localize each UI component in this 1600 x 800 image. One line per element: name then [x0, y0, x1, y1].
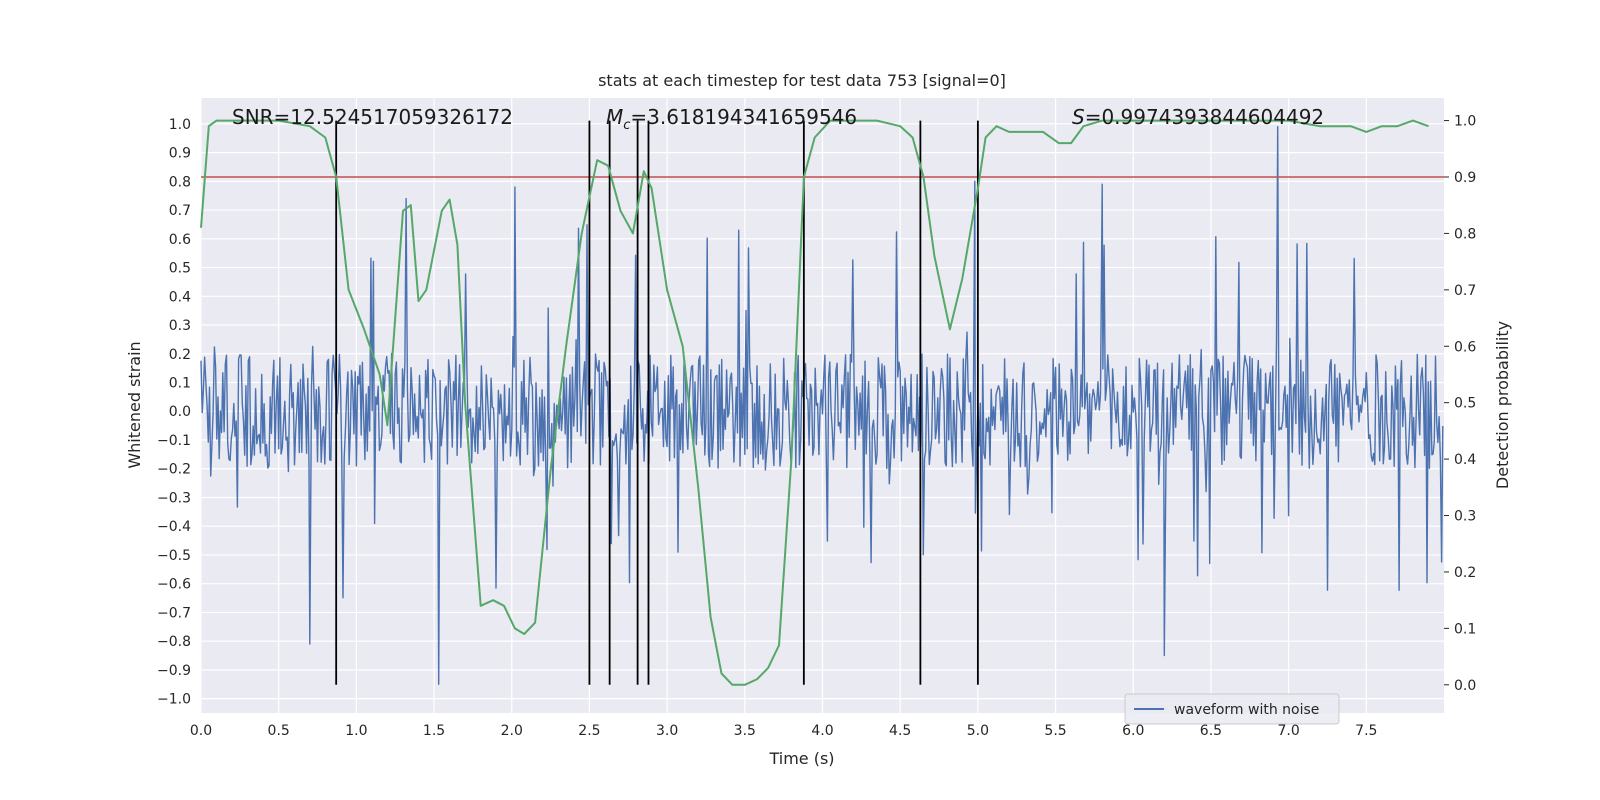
score-annotation: S=0.9974393844604492 — [1072, 105, 1324, 129]
chirp-mass-value: =3.618194341659546 — [630, 105, 857, 129]
right-tick-label: 0.6 — [1454, 339, 1476, 355]
waveform-line — [200, 126, 1444, 685]
chirp-mass-symbol: M — [606, 105, 623, 129]
left-axis-ticks: −1.0 −0.9 −0.8 −0.7 −0.6 −0.5 −0.4 −0.3 −0.2 −0.1… — [157, 117, 191, 708]
right-y-axis-label: Detection probability — [1493, 321, 1512, 489]
left-tick-label: 0.3 — [169, 318, 191, 334]
x-tick-label: 2.0 — [501, 723, 523, 739]
x-tick-label: 0.0 — [190, 723, 212, 739]
right-tick-label: 0.0 — [1454, 678, 1476, 694]
right-tick-label: 1.0 — [1454, 114, 1476, 130]
chart-title: stats at each timestep for test data 753… — [598, 71, 1006, 90]
right-tick-label: 0.5 — [1454, 396, 1476, 412]
left-tick-label: −0.4 — [157, 519, 191, 535]
x-tick-label: 1.0 — [345, 723, 367, 739]
left-tick-label: −0.3 — [157, 490, 191, 506]
x-tick-label: 3.0 — [656, 723, 678, 739]
left-tick-label: 0.8 — [169, 174, 191, 190]
left-tick-label: −0.5 — [157, 548, 191, 564]
detection-probability-line — [200, 119, 1429, 686]
left-tick-label: 0.2 — [169, 347, 191, 363]
left-y-axis-label: Whitened strain — [125, 341, 144, 468]
score-value: =0.9974393844604492 — [1085, 105, 1324, 129]
x-tick-label: 3.5 — [734, 723, 756, 739]
x-tick-label: 1.5 — [423, 723, 445, 739]
x-tick-label: 7.5 — [1355, 723, 1377, 739]
left-tick-label: 0.7 — [169, 203, 191, 219]
x-tick-label: 0.5 — [268, 723, 290, 739]
left-tick-label: −0.6 — [157, 577, 191, 593]
right-tick-label: 0.9 — [1454, 170, 1476, 186]
x-tick-label: 4.5 — [889, 723, 911, 739]
x-tick-label: 5.5 — [1044, 723, 1066, 739]
score-symbol: S — [1072, 105, 1085, 129]
right-tick-label: 0.2 — [1454, 565, 1476, 581]
left-tick-label: −0.2 — [157, 462, 191, 478]
x-tick-label: 7.0 — [1277, 723, 1299, 739]
left-tick-label: −1.0 — [157, 692, 191, 708]
x-tick-label: 6.5 — [1200, 723, 1222, 739]
x-axis-label: Time (s) — [768, 749, 834, 768]
left-tick-label: −0.9 — [157, 663, 191, 679]
left-tick-label: 0.4 — [169, 289, 191, 305]
legend-label: waveform with noise — [1174, 702, 1319, 718]
left-tick-label: −0.1 — [157, 433, 191, 449]
left-tick-label: −0.7 — [157, 605, 191, 621]
snr-annotation: SNR=12.524517059326172 — [232, 105, 513, 129]
left-tick-label: 0.1 — [169, 376, 191, 392]
left-tick-label: 0.6 — [169, 232, 191, 248]
left-tick-label: 1.0 — [169, 117, 191, 133]
right-tick-label: 0.1 — [1454, 621, 1476, 637]
x-axis-ticks: 0.0 0.5 1.0 1.5 2.0 2.5 3.0 3.5 4.0 4.5 5.0 5.5 6.0 6… — [190, 723, 1378, 739]
right-tick-label: 0.8 — [1454, 226, 1476, 242]
right-tick-label: 0.7 — [1454, 283, 1476, 299]
legend-box — [1124, 693, 1340, 725]
legend: waveform with noise — [1124, 693, 1340, 725]
left-tick-label: 0.0 — [169, 404, 191, 420]
left-tick-label: 0.9 — [169, 146, 191, 162]
right-axis-ticks: 0.0 0.1 0.2 0.3 0.4 0.5 0.6 0.7 0.8 0.9 1.0 — [1444, 114, 1476, 694]
chirp-mass-subscript: c — [623, 118, 630, 133]
left-tick-label: 0.5 — [169, 261, 191, 277]
left-tick-label: −0.8 — [157, 634, 191, 650]
right-tick-label: 0.4 — [1454, 452, 1476, 468]
crossing-markers — [335, 120, 979, 685]
waveform-series — [200, 126, 1444, 685]
x-tick-label: 2.5 — [578, 723, 600, 739]
right-tick-label: 0.3 — [1454, 509, 1476, 525]
x-tick-label: 5.0 — [967, 723, 989, 739]
x-tick-label: 4.0 — [811, 723, 833, 739]
chirp-mass-annotation: Mc=3.618194341659546 — [606, 105, 857, 133]
x-tick-label: 6.0 — [1122, 723, 1144, 739]
